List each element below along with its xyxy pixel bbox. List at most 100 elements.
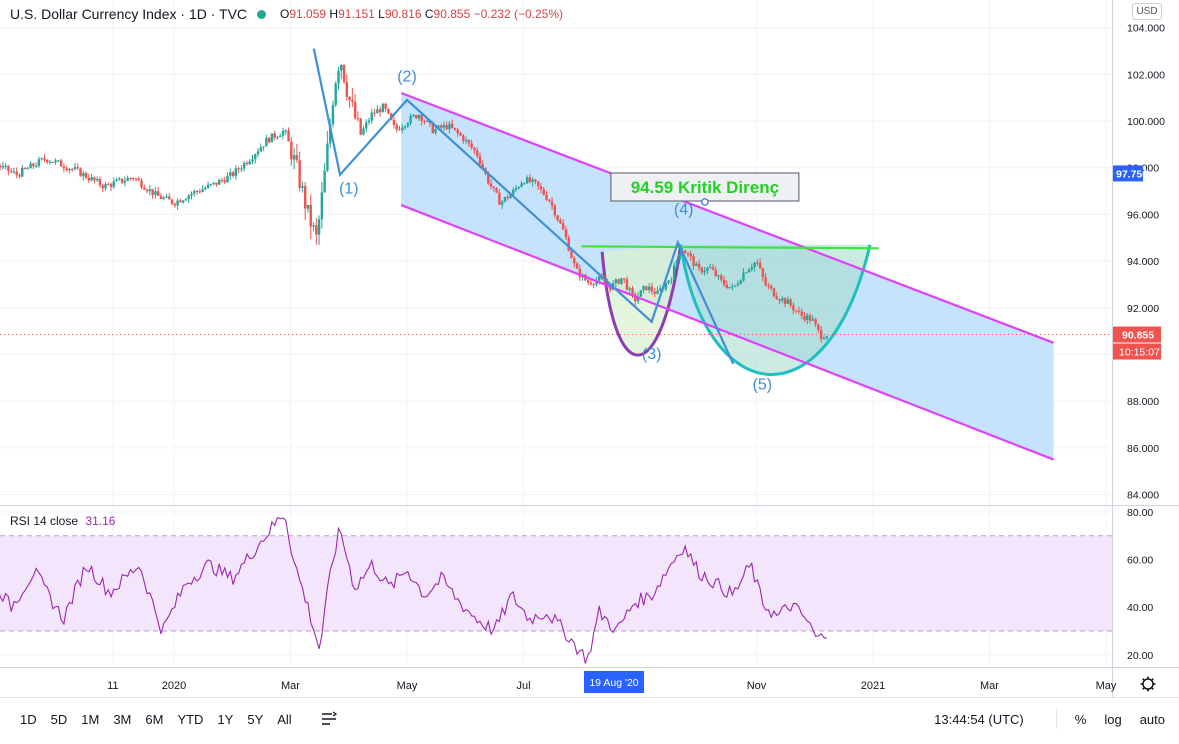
candle-body bbox=[722, 279, 726, 285]
rsi-header[interactable]: RSI 14 close 31.16 bbox=[10, 514, 115, 528]
candle-body bbox=[209, 183, 213, 185]
candle-body bbox=[606, 283, 609, 286]
log-toggle[interactable]: log bbox=[1104, 711, 1122, 727]
compare-icon[interactable] bbox=[320, 711, 338, 727]
candle-body bbox=[151, 189, 154, 196]
candle-body bbox=[442, 124, 446, 128]
candle-body bbox=[717, 275, 720, 277]
resistance-line[interactable] bbox=[581, 245, 879, 250]
candle-body bbox=[495, 187, 498, 193]
candle-body bbox=[578, 268, 582, 278]
candle-body bbox=[46, 159, 49, 163]
candle-body bbox=[87, 177, 91, 181]
time-axis-label: Mar bbox=[980, 680, 999, 692]
candle-body bbox=[523, 183, 526, 185]
resistance-label-box[interactable] bbox=[610, 172, 800, 202]
candle-body bbox=[778, 299, 781, 301]
time-axis-label: Nov bbox=[747, 680, 767, 692]
candle-body bbox=[107, 184, 110, 186]
resistance-label: 94.59 Kritik Direnç bbox=[631, 178, 779, 197]
candle-body bbox=[811, 319, 815, 321]
channel-lower-line[interactable] bbox=[400, 204, 1054, 461]
candle-body bbox=[248, 161, 251, 165]
candle-body bbox=[714, 269, 717, 276]
candle-body bbox=[797, 310, 801, 312]
percent-toggle[interactable]: % bbox=[1074, 711, 1087, 727]
currency-badge[interactable]: USD bbox=[1132, 3, 1162, 20]
rsi-title: RSI 14 close bbox=[10, 514, 79, 528]
candle-body bbox=[231, 172, 235, 176]
rsi-band bbox=[0, 535, 1112, 631]
candle-body bbox=[456, 129, 459, 134]
timeframe-ytd[interactable]: YTD bbox=[177, 711, 204, 727]
time-axis-label: May bbox=[1096, 680, 1117, 692]
cup-left-curve[interactable] bbox=[600, 244, 683, 357]
candle-body bbox=[706, 267, 709, 271]
candle-body bbox=[589, 282, 593, 285]
countdown-tag: 10:15:07 bbox=[1119, 347, 1160, 359]
channel-upper-line[interactable] bbox=[400, 91, 1054, 344]
candle-body bbox=[340, 64, 343, 71]
candle-body bbox=[309, 204, 312, 227]
candle-body bbox=[559, 220, 562, 224]
candle-body bbox=[689, 253, 692, 257]
candle-body bbox=[459, 133, 462, 136]
candle-body bbox=[817, 324, 820, 330]
price-axis-label: 88.000 bbox=[1127, 396, 1159, 408]
candle-body bbox=[506, 197, 509, 199]
timeframe-all[interactable]: All bbox=[277, 711, 292, 727]
candle-body bbox=[639, 290, 643, 297]
wave-line[interactable] bbox=[312, 48, 735, 365]
price-axis-label: 96.000 bbox=[1127, 209, 1159, 221]
rsi-line[interactable] bbox=[0, 516, 827, 664]
candle-body bbox=[473, 147, 476, 151]
timeframe-1y[interactable]: 1Y bbox=[217, 711, 234, 727]
candle-body bbox=[697, 263, 701, 268]
candle-body bbox=[448, 123, 451, 130]
timeframe-1d[interactable]: 1D bbox=[20, 711, 37, 727]
candle-body bbox=[595, 280, 598, 285]
candle-body bbox=[806, 315, 809, 321]
candle-body bbox=[401, 127, 404, 131]
candle-body bbox=[165, 196, 168, 198]
timeframe-5y[interactable]: 5Y bbox=[247, 711, 264, 727]
chart-header: U.S. Dollar Currency Index · 1D · TVC O9… bbox=[10, 5, 563, 23]
candle-body bbox=[317, 219, 321, 235]
candle-body bbox=[82, 173, 85, 177]
timeframe-6m[interactable]: 6M bbox=[145, 711, 164, 727]
cup-right-curve[interactable] bbox=[679, 244, 872, 376]
candle-body bbox=[770, 286, 773, 289]
candle-body bbox=[598, 276, 601, 281]
symbol-title[interactable]: U.S. Dollar Currency Index · 1D · TVC bbox=[10, 6, 248, 22]
candle-body bbox=[98, 179, 102, 186]
time-axis-label: Mar bbox=[281, 680, 300, 692]
candle-body bbox=[32, 163, 35, 167]
candle-body bbox=[387, 108, 390, 114]
candle-body bbox=[43, 158, 46, 160]
candle-body bbox=[792, 305, 795, 311]
candle-body bbox=[622, 278, 626, 280]
candle-body bbox=[162, 197, 165, 199]
timeframe-3m[interactable]: 3M bbox=[113, 711, 132, 727]
rsi-axis-label: 60.00 bbox=[1127, 555, 1153, 567]
candle-body bbox=[367, 120, 371, 123]
candle-body bbox=[498, 192, 501, 205]
candle-body bbox=[276, 137, 279, 139]
utc-clock[interactable]: 13:44:54 (UTC) bbox=[934, 711, 1024, 727]
candle-body bbox=[4, 165, 7, 167]
crosshair-date-tag-bg bbox=[584, 671, 644, 693]
candle-body bbox=[148, 189, 152, 192]
price-axis-label: 104.000 bbox=[1127, 23, 1165, 35]
auto-toggle[interactable]: auto bbox=[1139, 711, 1165, 727]
label-anchor-point[interactable] bbox=[701, 198, 709, 206]
timeframe-5d[interactable]: 5D bbox=[50, 711, 68, 727]
candle-body bbox=[814, 319, 817, 325]
candle-body bbox=[48, 161, 52, 163]
candle-body bbox=[478, 155, 482, 165]
settings-gear-icon[interactable] bbox=[1140, 676, 1156, 692]
timeframe-1m[interactable]: 1M bbox=[81, 711, 100, 727]
candle-body bbox=[126, 177, 129, 181]
candle-body bbox=[226, 175, 229, 183]
